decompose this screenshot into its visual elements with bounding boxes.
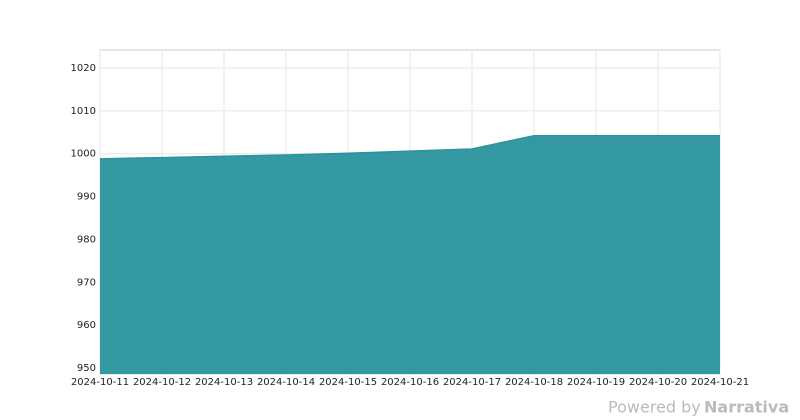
- y-tick-label: 980: [77, 234, 96, 245]
- y-tick-label: 1000: [71, 149, 96, 160]
- y-tick-label: 1020: [71, 63, 96, 74]
- x-tick-label: 2024-10-20: [629, 377, 687, 388]
- y-tick-label: 970: [77, 277, 96, 288]
- x-tick-label: 2024-10-13: [195, 377, 253, 388]
- area-line: [99, 134, 720, 160]
- area: [100, 135, 720, 374]
- x-tick-label: 2024-10-17: [443, 377, 501, 388]
- x-tick-label: 2024-10-19: [567, 377, 625, 388]
- y-tick-label: 990: [77, 192, 96, 203]
- y-tick-label: 960: [77, 320, 96, 331]
- y-tick-label: 950: [77, 363, 96, 374]
- x-tick-label: 2024-10-18: [505, 377, 563, 388]
- x-tick-label: 2024-10-14: [257, 377, 315, 388]
- x-tick-label: 2024-10-15: [319, 377, 377, 388]
- y-tick-label: 1010: [71, 106, 96, 117]
- x-tick-label: 2024-10-11: [71, 377, 129, 388]
- credit: Powered by: [608, 398, 701, 417]
- credit-brand: Narrativa: [704, 398, 789, 417]
- x-tick-label: 2024-10-21: [691, 377, 749, 388]
- x-tick-label: 2024-10-12: [133, 377, 191, 388]
- x-tick-label: 2024-10-16: [381, 377, 439, 388]
